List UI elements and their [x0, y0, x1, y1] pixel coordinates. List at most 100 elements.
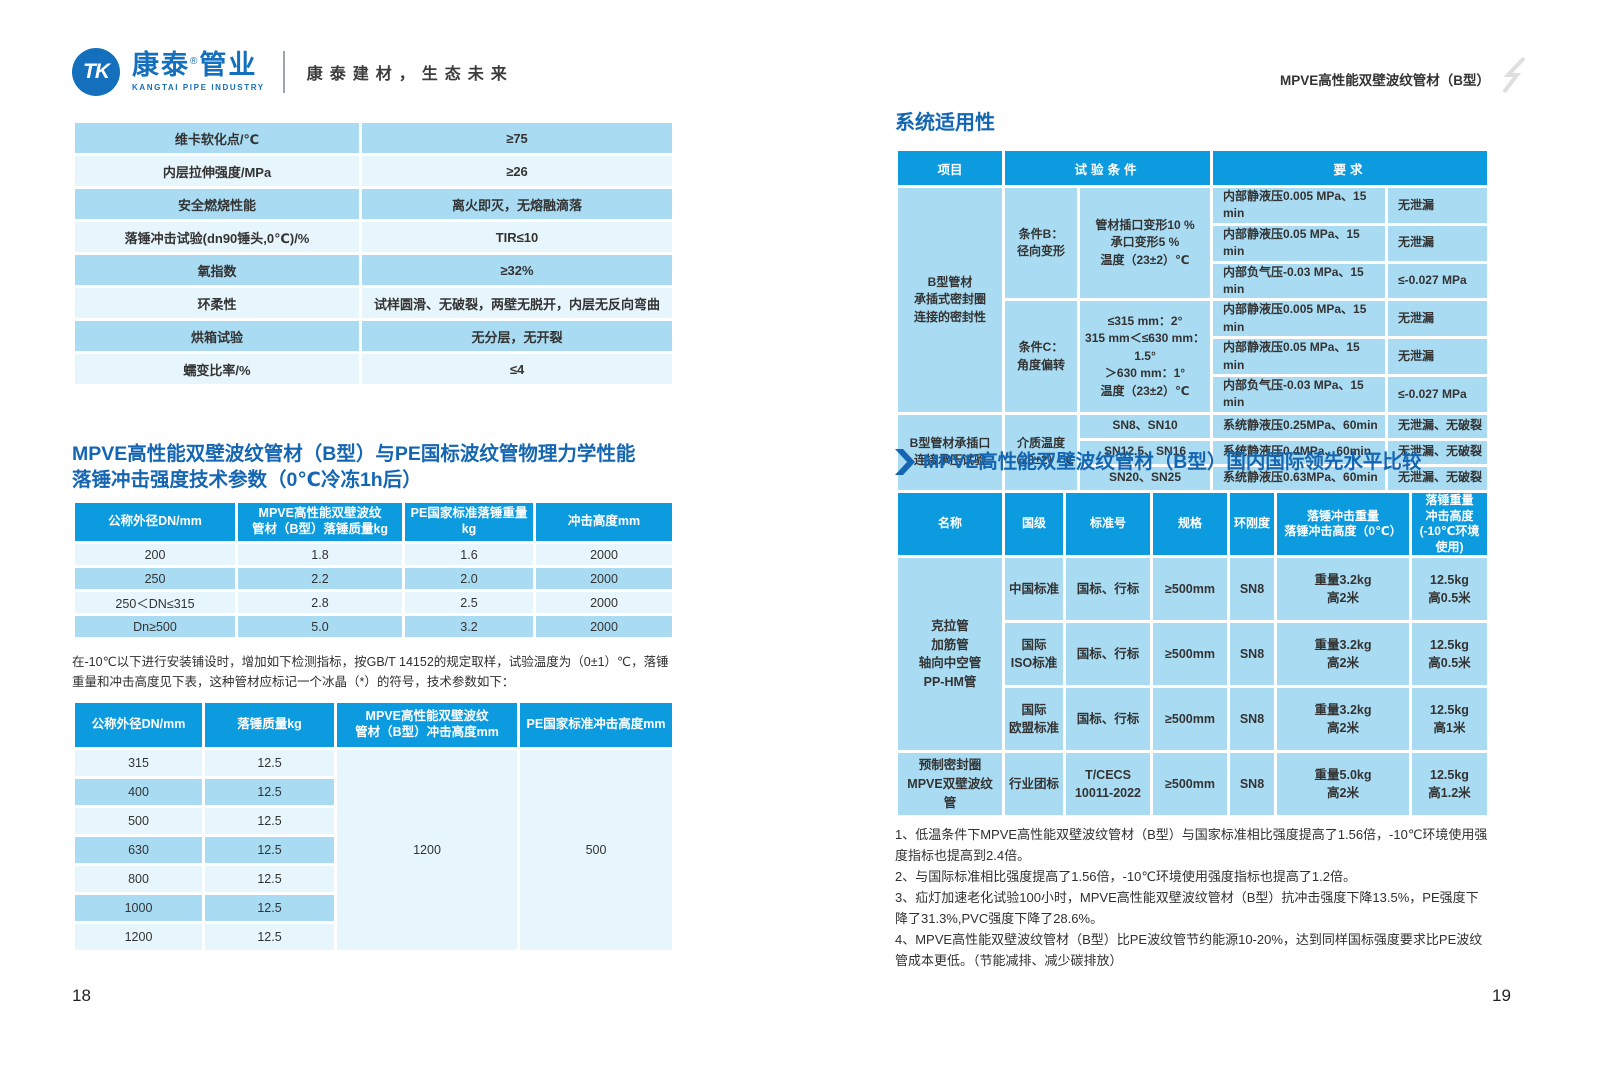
cell: 12.5	[205, 837, 334, 863]
comparison-table: 名称 国级 标准号 规格 环刚度 落锤冲击重量 落锤冲击高度（0℃） 落锤重量 …	[895, 490, 1490, 818]
table-row: Dn≥500 5.0 3.2 2000	[75, 616, 672, 637]
cell: 12.5kg 高0.5米	[1412, 558, 1487, 621]
table-row: 800 12.5	[75, 866, 672, 892]
physical-properties-table: 维卡软化点/℃ ≥75 内层拉伸强度/MPa ≥26 安全燃烧性能 离火即灭，无…	[72, 120, 675, 387]
cell: 250＜DN≤315	[75, 592, 235, 613]
cell: 2000	[536, 592, 672, 613]
value-cell: 离火即灭，无熔融滴落	[362, 189, 672, 219]
table-row: 1200 12.5	[75, 924, 672, 950]
table-row: 内部静液压0.05 MPa、15 min 无泄漏	[898, 339, 1488, 374]
pipe-group-cell: 克拉管 加筋管 轴向中空管 PP-HM管	[898, 558, 1002, 751]
value-cell: TIR≤10	[362, 222, 672, 252]
table-row: 国际 ISO标准 国标、行标 ≥500mm SN8 重量3.2kg 高2米 12…	[898, 623, 1487, 686]
chevron-arrow-icon	[895, 449, 915, 475]
table-row: 内部负气压-0.03 MPa、15 min ≤-0.027 MPa	[898, 376, 1488, 412]
column-header: 环刚度	[1230, 493, 1274, 556]
cell: 国际 ISO标准	[1005, 623, 1063, 686]
table-row: 蠕变比率/% ≤4	[75, 354, 672, 384]
property-cell: 安全燃烧性能	[75, 189, 359, 219]
result-cell: 无泄漏	[1388, 339, 1488, 374]
table-row: 国际 欧盟标准 国标、行标 ≥500mm SN8 重量3.2kg 高2米 12.…	[898, 688, 1487, 751]
cell: 重量5.0kg 高2米	[1277, 753, 1409, 816]
column-header: 冲击高度mm	[536, 503, 672, 541]
property-cell: 内层拉伸强度/MPa	[75, 156, 359, 186]
cell: ≥500mm	[1153, 753, 1227, 816]
column-header: MPVE高性能双壁波纹 管材（B型）落锤质量kg	[238, 503, 402, 541]
footnotes: 1、低温条件下MPVE高性能双壁波纹管材（B型）与国家标准相比强度提高了1.56…	[895, 824, 1490, 971]
table-row: 内层拉伸强度/MPa ≥26	[75, 156, 672, 186]
installation-note: 在-10℃以下进行安装铺设时，增加如下检测指标，按GB/T 14152的规定取样…	[72, 655, 669, 689]
result-cell: 无泄漏	[1388, 225, 1488, 261]
page-number-right: 19	[1492, 986, 1511, 1005]
result-cell: 无泄漏	[1388, 188, 1488, 223]
cell: 2000	[536, 568, 672, 589]
system-applicability-table: 项目 试验条件 要求 B型管材 承插式密封圈 连接的密封性 条件B： 径向变形 …	[895, 148, 1490, 493]
cell: 5.0	[238, 616, 402, 637]
cell: 200	[75, 544, 235, 565]
cell: 行业团标	[1005, 753, 1063, 816]
table-row: 250 2.2 2.0 2000	[75, 568, 672, 589]
table-row: 环柔性 试样圆滑、无破裂，两壁无脱开，内层无反向弯曲	[75, 288, 672, 318]
brand-subtitle: KANGTAI PIPE INDUSTRY	[132, 83, 265, 92]
cell: 1000	[75, 895, 202, 921]
column-header: 落锤重量 冲击高度 (-10℃环境使用)	[1412, 493, 1487, 556]
cell: 中国标准	[1005, 558, 1063, 621]
column-header: 要求	[1213, 151, 1488, 185]
cell: 12.5	[205, 866, 334, 892]
value-cell: 无分层，无开裂	[362, 321, 672, 351]
cell: ≥500mm	[1153, 623, 1227, 686]
sn-class-cell: SN20、SN25	[1080, 466, 1211, 490]
cell: SN8	[1230, 688, 1274, 751]
low-temp-impact-table: 公称外径DN/mm 落锤质量kg MPVE高性能双壁波纹 管材（B型）冲击高度m…	[72, 700, 675, 953]
column-header: PE国家标准冲击高度mm	[520, 703, 672, 747]
cell: 250	[75, 568, 235, 589]
system-applicability-title: 系统适用性	[895, 112, 995, 134]
decorative-chevron-icon	[1502, 56, 1526, 94]
cell: 3.2	[405, 616, 533, 637]
cell: 2.8	[238, 592, 402, 613]
table-row: B型管材 承插式密封圈 连接的密封性 条件B： 径向变形 管材插口变形10 % …	[898, 188, 1488, 412]
cell: 12.5kg 高0.5米	[1412, 623, 1487, 686]
footnote-2: 2、与国际标准相比强度提高了1.56倍，-10℃环境使用强度指标也提高了1.2倍…	[895, 869, 1356, 884]
cell: 2000	[536, 616, 672, 637]
item-group-cell: B型管材 承插式密封圈 连接的密封性	[898, 188, 1002, 412]
cell: 2.5	[405, 592, 533, 613]
cell: SN8	[1230, 558, 1274, 621]
footnote-1: 1、低温条件下MPVE高性能双壁波纹管材（B型）与国家标准相比强度提高了1.56…	[895, 827, 1488, 863]
page-number-left: 18	[72, 986, 91, 1005]
cell: 315	[75, 750, 202, 776]
cell: 2.2	[238, 568, 402, 589]
requirement-cell: 内部静液压0.005 MPa、15 min	[1213, 188, 1386, 223]
table-header-row: 公称外径DN/mm MPVE高性能双壁波纹 管材（B型）落锤质量kg PE国家标…	[75, 503, 672, 541]
requirement-cell: 内部静液压0.05 MPa、15 min	[1213, 225, 1386, 261]
cell: 1200	[75, 924, 202, 950]
cell: 12.5	[205, 808, 334, 834]
cell: 12.5	[205, 750, 334, 776]
table-row: 200 1.8 1.6 2000	[75, 544, 672, 565]
value-cell: ≥26	[362, 156, 672, 186]
table-header-row: 项目 试验条件 要求	[898, 151, 1488, 185]
cell: 1.6	[405, 544, 533, 565]
property-cell: 维卡软化点/℃	[75, 123, 359, 153]
property-cell: 氧指数	[75, 255, 359, 285]
cell: SN8	[1230, 753, 1274, 816]
cell: T/CECS 10011-2022	[1066, 753, 1150, 816]
table-row: 安全燃烧性能 离火即灭，无熔融滴落	[75, 189, 672, 219]
table-row: 250＜DN≤315 2.8 2.5 2000	[75, 592, 672, 613]
requirement-cell: 系统静液压0.25MPa、60min	[1213, 414, 1386, 438]
section-title: MPVE高性能双壁波纹管材（B型）与PE国标波纹管物理力学性能 落锤冲击强度技术…	[72, 441, 675, 493]
table-row: SN20、SN25 系统静液压0.63MPa、60min 无泄漏、无破裂	[898, 466, 1488, 490]
table-row: 630 12.5	[75, 837, 672, 863]
table-row: 500 12.5	[75, 808, 672, 834]
cell: 2.0	[405, 568, 533, 589]
table-row: B型管材承插口 连接承压试验 介质温度 （20±2）℃ SN8、SN10 系统静…	[898, 414, 1488, 490]
requirement-cell: 内部负气压-0.03 MPa、15 min	[1213, 263, 1386, 299]
brand-logo-icon: TK	[72, 48, 120, 96]
column-header: 落锤质量kg	[205, 703, 334, 747]
property-cell: 落锤冲击试验(dn90锤头,0℃)/%	[75, 222, 359, 252]
table-header-row: 名称 国级 标准号 规格 环刚度 落锤冲击重量 落锤冲击高度（0℃） 落锤重量 …	[898, 493, 1487, 556]
sn-class-cell: SN12.5、SN16	[1080, 440, 1211, 464]
table-row: 烘箱试验 无分层，无开裂	[75, 321, 672, 351]
cell: 400	[75, 779, 202, 805]
column-header: 名称	[898, 493, 1002, 556]
